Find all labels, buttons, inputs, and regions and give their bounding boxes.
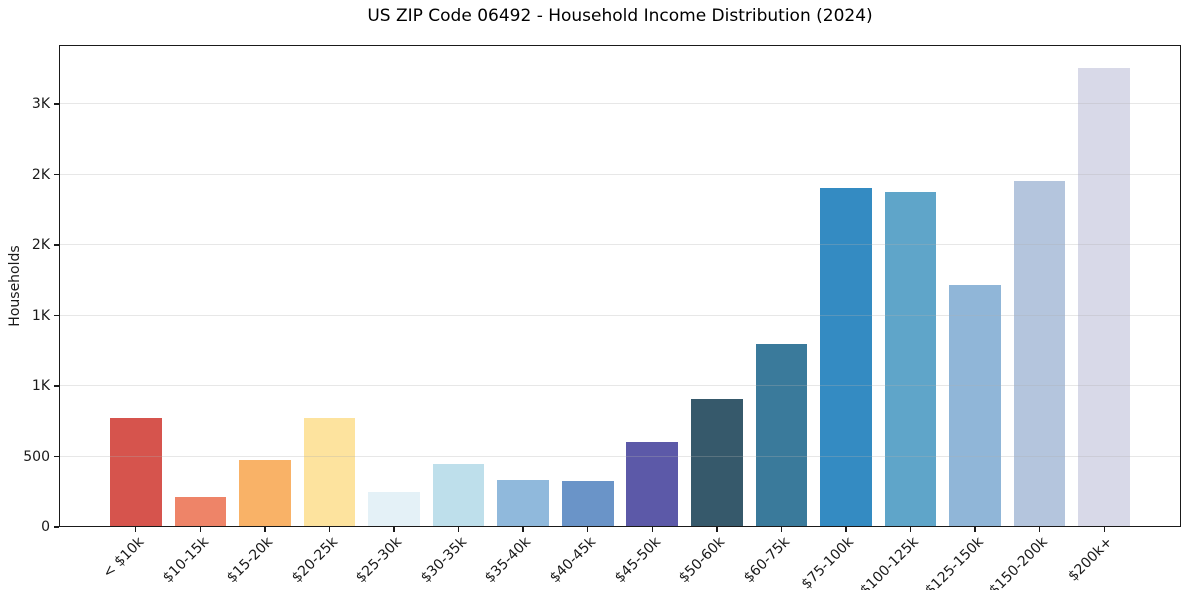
y-tick-mark [54,244,59,246]
bar-slot [1007,45,1072,527]
bar-slot [943,45,1008,527]
x-tick-mark [716,527,718,532]
plot-area [59,45,1181,527]
x-tick-mark [522,527,524,532]
bar-slot [297,45,362,527]
x-tick-mark [393,527,395,532]
bar-3 [239,460,291,527]
bar-slot [104,45,169,527]
bar-11 [755,343,808,527]
y-tick-label: 1K [31,378,50,395]
bar-slot [362,45,427,527]
y-tick-label: 0 [41,519,50,535]
bar-6 [432,463,485,527]
y-tick-mark [54,455,59,458]
x-tick-mark [1103,527,1105,532]
bar-slot [233,45,298,527]
y-tick-mark [54,103,59,105]
x-tick-mark [264,527,266,532]
bar-slot [749,45,814,527]
bar-14 [949,285,1001,527]
bar-slot [878,45,943,527]
x-tick-mark [587,527,589,532]
bar-15 [1013,181,1066,527]
bar-9 [626,441,679,527]
x-tick-mark [780,527,783,532]
bar-slot [491,45,556,527]
bar-slot [168,45,233,527]
y-tick-mark [54,385,59,387]
y-tick-mark [54,526,59,528]
y-tick-mark [54,173,59,176]
bar-1 [109,417,162,527]
bar-5 [368,492,420,527]
x-tick-mark [457,527,460,532]
x-tick-mark [974,527,976,532]
bars-container [59,45,1181,527]
y-tick-label: 3K [31,96,50,113]
bar-slot [426,45,491,527]
x-tick-mark [909,527,912,532]
bar-12 [820,188,872,527]
y-tick-label: 500 [23,448,50,465]
bar-slot [1072,45,1137,527]
chart-title: US ZIP Code 06492 - Household Income Dis… [367,6,873,26]
bar-2 [174,496,227,527]
bar-7 [497,479,549,527]
y-tick-label: 2K [31,166,50,183]
bar-10 [691,399,743,527]
bar-slot [814,45,879,527]
bar-slot [555,45,620,527]
x-tick-mark [199,527,202,532]
x-tick-mark [328,527,331,532]
bar-4 [303,417,356,527]
x-tick-mark [651,527,653,532]
x-tick-mark [845,527,847,532]
x-tick-mark [1038,527,1041,532]
bar-13 [884,191,937,527]
y-tick-mark [54,314,59,317]
bar-slot [685,45,750,527]
bar-16 [1078,68,1131,527]
y-tick-label: 1K [31,307,50,324]
x-tick-mark [135,527,137,532]
bar-8 [561,481,614,527]
bar-slot [620,45,685,527]
y-tick-label: 2K [31,237,50,254]
